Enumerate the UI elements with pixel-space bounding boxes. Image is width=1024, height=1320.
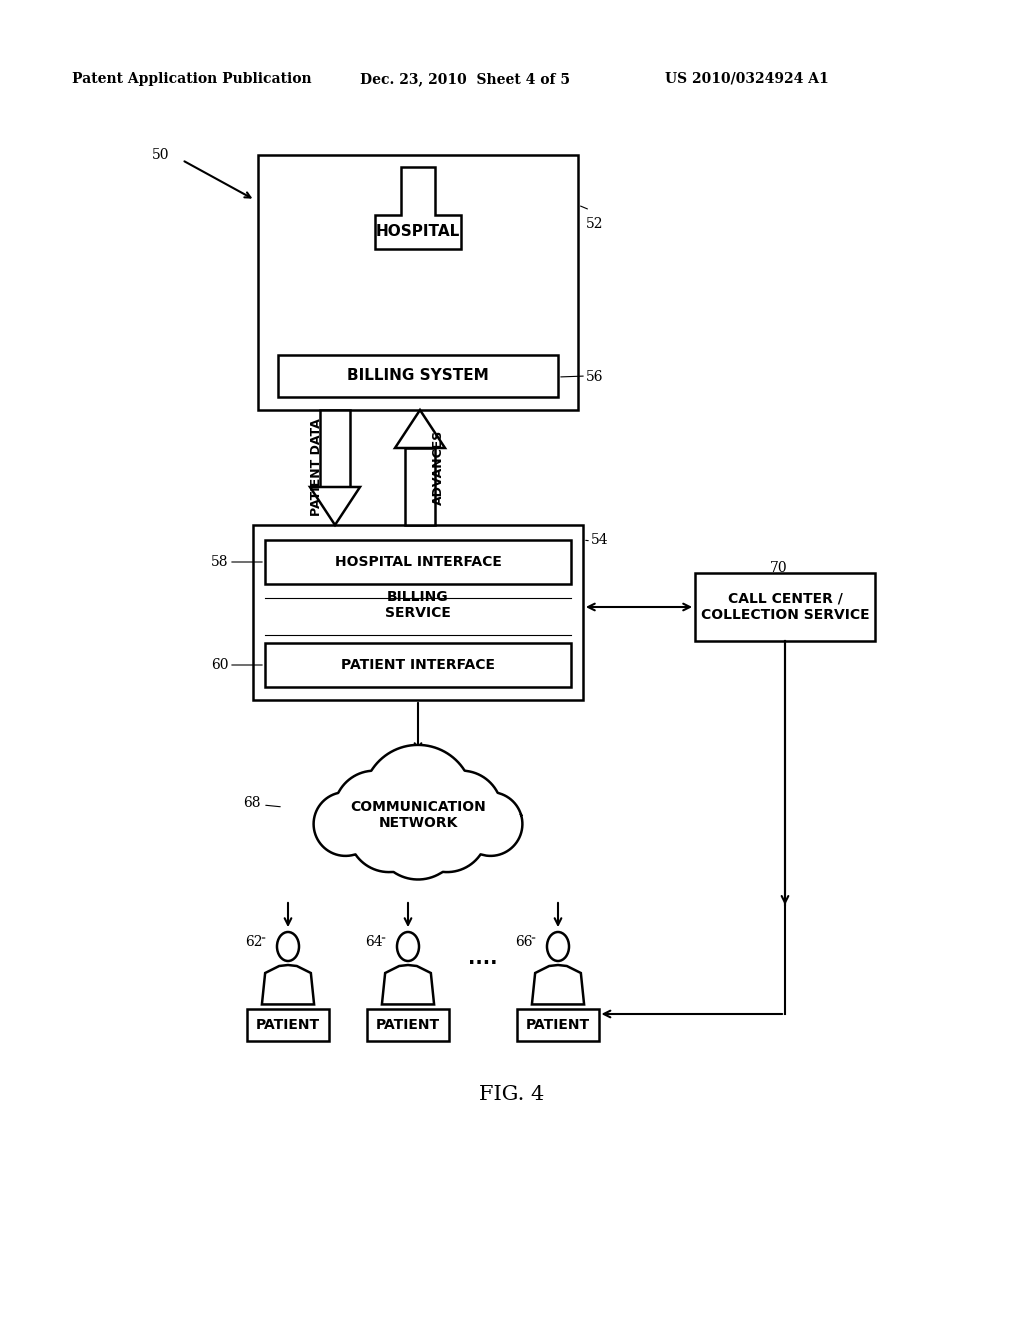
- Text: 50: 50: [152, 148, 170, 162]
- Text: ....: ....: [468, 949, 498, 969]
- Text: 60: 60: [211, 657, 228, 672]
- Bar: [319, 411, 350, 487]
- Text: Patent Application Publication: Patent Application Publication: [72, 73, 311, 86]
- Bar: [517, 1010, 599, 1041]
- Text: CALL CENTER /
COLLECTION SERVICE: CALL CENTER / COLLECTION SERVICE: [700, 591, 869, 622]
- Polygon shape: [395, 411, 445, 447]
- Bar: [265, 643, 571, 686]
- Bar: [695, 573, 874, 642]
- Text: 58: 58: [211, 554, 228, 569]
- Polygon shape: [313, 744, 522, 879]
- Text: HOSPITAL: HOSPITAL: [376, 224, 460, 239]
- Text: PATIENT: PATIENT: [526, 1019, 590, 1032]
- Bar: [368, 1010, 449, 1041]
- Bar: [278, 355, 558, 397]
- Text: PATIENT: PATIENT: [376, 1019, 440, 1032]
- Bar: [248, 1010, 329, 1041]
- Text: 54: 54: [591, 533, 608, 546]
- Bar: [253, 525, 583, 700]
- Text: HOSPITAL INTERFACE: HOSPITAL INTERFACE: [335, 554, 502, 569]
- Text: Dec. 23, 2010  Sheet 4 of 5: Dec. 23, 2010 Sheet 4 of 5: [360, 73, 570, 86]
- Text: 52: 52: [586, 216, 603, 231]
- Text: FIG. 4: FIG. 4: [479, 1085, 545, 1105]
- Bar: [406, 447, 435, 525]
- Ellipse shape: [547, 932, 569, 961]
- Polygon shape: [382, 965, 434, 1005]
- Polygon shape: [375, 168, 461, 249]
- Text: 62: 62: [246, 935, 263, 949]
- Ellipse shape: [276, 932, 299, 961]
- Text: PATIENT DATA: PATIENT DATA: [310, 418, 324, 516]
- Polygon shape: [531, 965, 584, 1005]
- Polygon shape: [310, 487, 360, 525]
- Text: 64: 64: [366, 935, 383, 949]
- Bar: [258, 154, 578, 411]
- Text: PATIENT INTERFACE: PATIENT INTERFACE: [341, 657, 495, 672]
- Text: 70: 70: [770, 561, 787, 576]
- Text: BILLING
SERVICE: BILLING SERVICE: [385, 590, 451, 620]
- Text: COMMUNICATION
NETWORK: COMMUNICATION NETWORK: [350, 800, 485, 830]
- Text: ADVANCES: ADVANCES: [431, 429, 444, 504]
- Text: 66: 66: [515, 935, 532, 949]
- Text: 68: 68: [243, 796, 260, 810]
- Bar: [265, 540, 571, 583]
- Text: US 2010/0324924 A1: US 2010/0324924 A1: [665, 73, 828, 86]
- Text: 56: 56: [586, 370, 603, 384]
- Text: PATIENT: PATIENT: [256, 1019, 321, 1032]
- Ellipse shape: [397, 932, 419, 961]
- Text: BILLING SYSTEM: BILLING SYSTEM: [347, 368, 488, 384]
- Polygon shape: [262, 965, 314, 1005]
